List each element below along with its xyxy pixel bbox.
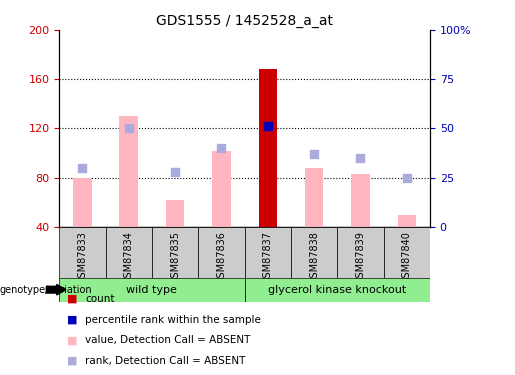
Point: [310, 151, 318, 157]
Bar: [305, 168, 323, 227]
Text: GSM87836: GSM87836: [216, 231, 227, 284]
Text: ■: ■: [67, 315, 77, 325]
Text: value, Detection Call = ABSENT: value, Detection Call = ABSENT: [85, 335, 250, 345]
Title: GDS1555 / 1452528_a_at: GDS1555 / 1452528_a_at: [156, 13, 333, 28]
Text: GSM87838: GSM87838: [309, 231, 319, 284]
Bar: [73, 178, 92, 227]
Text: percentile rank within the sample: percentile rank within the sample: [85, 315, 261, 325]
Point: [171, 169, 179, 175]
Bar: [59, 278, 245, 302]
Text: GSM87835: GSM87835: [170, 231, 180, 284]
Text: GSM87833: GSM87833: [77, 231, 88, 284]
Bar: [152, 227, 198, 278]
Text: count: count: [85, 294, 114, 304]
Bar: [398, 214, 416, 227]
Point: [217, 145, 226, 151]
Bar: [245, 278, 430, 302]
Text: wild type: wild type: [127, 285, 177, 295]
Bar: [245, 227, 291, 278]
Text: ■: ■: [67, 356, 77, 366]
Bar: [384, 227, 430, 278]
Bar: [337, 227, 384, 278]
Text: genotype/variation: genotype/variation: [0, 285, 93, 295]
Text: ■: ■: [67, 335, 77, 345]
Text: ■: ■: [67, 294, 77, 304]
Point: [356, 155, 365, 161]
Text: GSM87839: GSM87839: [355, 231, 366, 284]
Bar: [212, 151, 231, 227]
Text: rank, Detection Call = ABSENT: rank, Detection Call = ABSENT: [85, 356, 245, 366]
Bar: [106, 227, 152, 278]
Bar: [166, 200, 184, 227]
Text: GSM87837: GSM87837: [263, 231, 273, 284]
Bar: [291, 227, 337, 278]
Bar: [351, 174, 370, 227]
Text: GSM87840: GSM87840: [402, 231, 412, 284]
Point: [78, 165, 87, 171]
Bar: [59, 227, 106, 278]
Text: glycerol kinase knockout: glycerol kinase knockout: [268, 285, 406, 295]
Point: [403, 175, 411, 181]
Text: GSM87834: GSM87834: [124, 231, 134, 284]
Bar: [198, 227, 245, 278]
Bar: [119, 116, 138, 227]
Bar: [259, 69, 277, 227]
Point: [125, 125, 133, 132]
Point: [264, 123, 272, 129]
